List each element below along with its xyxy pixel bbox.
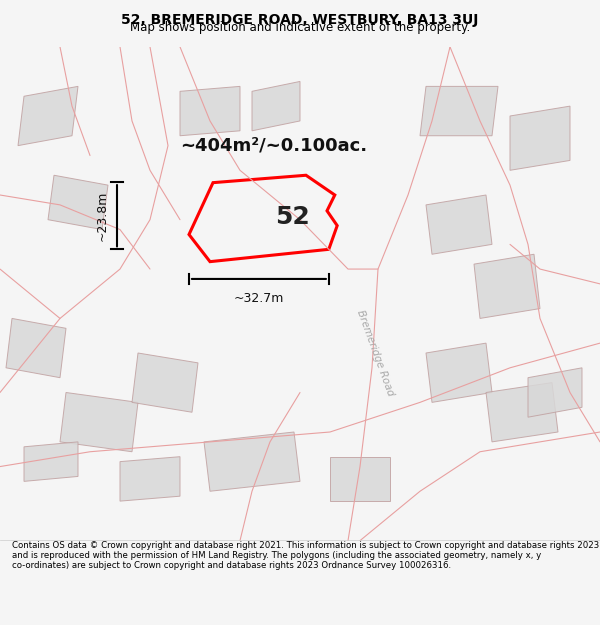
Polygon shape xyxy=(420,86,498,136)
Polygon shape xyxy=(180,86,240,136)
Polygon shape xyxy=(60,392,138,452)
Polygon shape xyxy=(48,175,108,229)
Polygon shape xyxy=(132,353,198,412)
Polygon shape xyxy=(510,106,570,170)
Polygon shape xyxy=(474,254,540,318)
Polygon shape xyxy=(426,343,492,402)
Polygon shape xyxy=(330,457,390,501)
Polygon shape xyxy=(24,442,78,481)
Text: Map shows position and indicative extent of the property.: Map shows position and indicative extent… xyxy=(130,21,470,34)
Text: ~32.7m: ~32.7m xyxy=(234,292,284,305)
Text: ~23.8m: ~23.8m xyxy=(95,191,109,241)
Polygon shape xyxy=(204,432,300,491)
Polygon shape xyxy=(528,368,582,418)
Polygon shape xyxy=(6,318,66,378)
Polygon shape xyxy=(120,457,180,501)
Polygon shape xyxy=(252,81,300,131)
Text: ~404m²/~0.100ac.: ~404m²/~0.100ac. xyxy=(180,137,367,154)
Polygon shape xyxy=(426,195,492,254)
Polygon shape xyxy=(18,86,78,146)
Text: 52, BREMERIDGE ROAD, WESTBURY, BA13 3UJ: 52, BREMERIDGE ROAD, WESTBURY, BA13 3UJ xyxy=(121,13,479,27)
Polygon shape xyxy=(486,382,558,442)
Text: Bremeridge Road: Bremeridge Road xyxy=(355,309,395,398)
Text: 52: 52 xyxy=(275,205,310,229)
Text: Contains OS data © Crown copyright and database right 2021. This information is : Contains OS data © Crown copyright and d… xyxy=(12,541,599,571)
Polygon shape xyxy=(189,175,337,262)
